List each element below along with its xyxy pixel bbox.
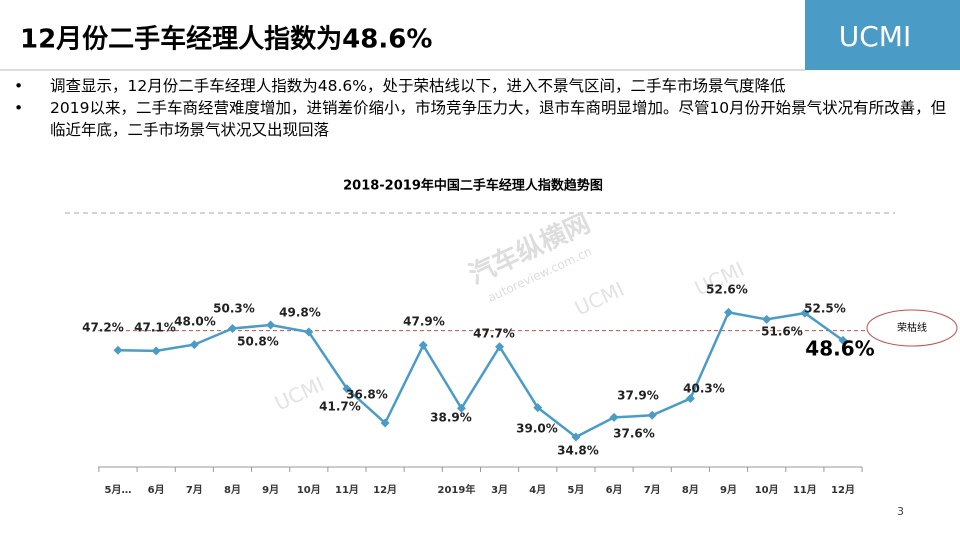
value-label: 40.3% — [683, 382, 725, 396]
x-tick-label: 5月… — [105, 484, 132, 496]
x-tick-label: 3月 — [491, 484, 508, 496]
value-label: 50.8% — [237, 335, 279, 349]
value-label: 49.8% — [279, 306, 321, 320]
value-label: 37.6% — [613, 427, 655, 441]
point — [304, 327, 314, 337]
x-tick-label: 9月 — [262, 484, 279, 496]
bullet-list: 调查显示，12月份二手车经理人指数为48.6%，处于荣枯线以下，进入不景气区间，… — [14, 75, 949, 141]
value-label: 38.9% — [430, 411, 472, 425]
point — [838, 335, 848, 345]
value-label: 37.9% — [617, 389, 659, 403]
x-tick-label: 7月 — [186, 484, 203, 496]
point — [456, 403, 466, 413]
value-label: 50.3% — [213, 302, 255, 316]
point — [113, 345, 123, 355]
point — [533, 403, 543, 413]
brand-box — [805, 0, 960, 70]
value-label: 47.1% — [134, 321, 176, 335]
value-label: 34.8% — [557, 444, 599, 458]
x-tick-label: 10月 — [297, 484, 321, 496]
x-tick-label: 8月 — [682, 484, 699, 496]
value-label: 47.9% — [403, 315, 445, 329]
x-tick-label: 12月 — [831, 484, 855, 496]
point — [189, 340, 199, 350]
chart-title: 2018-2019年中国二手车经理人指数趋势图 — [343, 178, 603, 194]
value-label: 47.2% — [82, 321, 124, 335]
x-tick-label: 10月 — [755, 484, 779, 496]
point — [266, 320, 276, 330]
highlight-ellipse — [866, 309, 958, 347]
point — [151, 346, 161, 356]
x-tick-label: 11月 — [335, 484, 359, 496]
x-tick-label: 7月 — [644, 484, 661, 496]
x-tick-label: 8月 — [224, 484, 241, 496]
value-label: 48.0% — [174, 315, 216, 329]
value-label: 41.7% — [319, 400, 361, 414]
value-label: 39.0% — [516, 422, 558, 436]
point — [227, 324, 237, 333]
x-tick-label: 11月 — [793, 484, 817, 496]
point — [609, 412, 619, 422]
point — [418, 340, 428, 350]
point — [380, 418, 390, 428]
bullet: 2019以来，二手车商经营难度增加，进销差价缩小，市场竞争压力大，退市车商明显增… — [14, 97, 949, 141]
highlight-label: 48.6% — [805, 337, 874, 361]
watermark: UCMI — [571, 277, 628, 321]
point — [495, 342, 505, 352]
page-number: 3 — [897, 505, 904, 518]
point — [342, 384, 352, 394]
bullet: 调查显示，12月份二手车经理人指数为48.6%，处于荣枯线以下，进入不景气区间，… — [14, 75, 949, 97]
x-tick-label: 9月 — [720, 484, 737, 496]
point — [800, 308, 810, 318]
value-label: 51.6% — [761, 325, 803, 339]
point — [685, 394, 695, 403]
x-tick-label: 5月 — [567, 484, 584, 496]
x-tick-label: 12月 — [373, 484, 397, 496]
x-tick-label: 2019年 — [437, 483, 475, 496]
x-tick-label: 4月 — [529, 484, 546, 496]
value-label: 36.8% — [346, 388, 388, 402]
series-line — [117, 310, 844, 439]
value-label: 52.6% — [706, 283, 748, 297]
slide-title: 12月份二手车经理人指数为48.6% — [20, 24, 432, 55]
x-tick-label: 6月 — [606, 484, 623, 496]
brand: UCMI — [839, 20, 911, 53]
value-label: 52.5% — [804, 302, 846, 316]
point — [647, 410, 657, 420]
point — [571, 432, 581, 442]
point — [762, 314, 772, 324]
point — [724, 307, 734, 317]
value-label: 47.7% — [473, 327, 515, 341]
reference-label: 荣枯线 — [897, 321, 927, 334]
x-tick-label: 6月 — [148, 484, 165, 496]
